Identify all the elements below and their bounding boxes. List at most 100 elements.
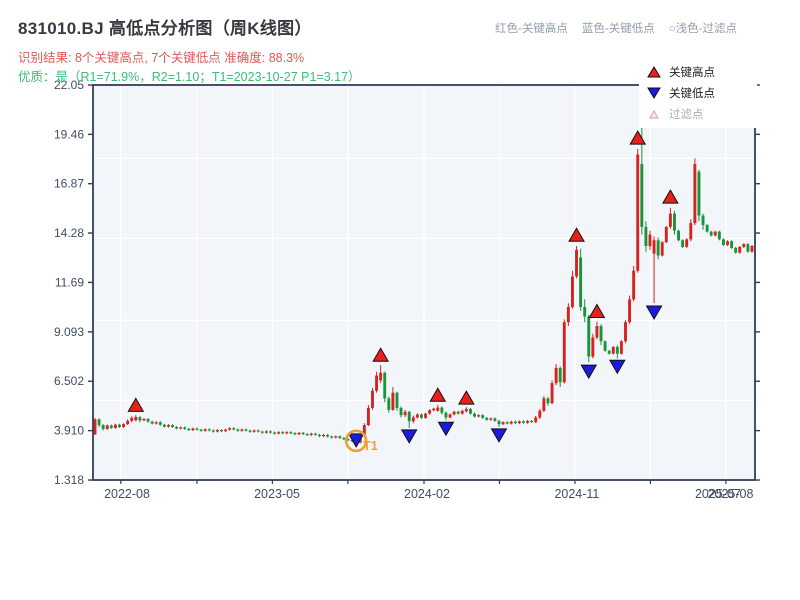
candle	[534, 417, 538, 423]
candle	[366, 407, 370, 426]
candle	[122, 424, 126, 427]
candle	[281, 432, 285, 434]
candle	[203, 429, 207, 431]
candle	[346, 439, 350, 441]
candle	[742, 244, 746, 247]
candle	[236, 429, 240, 431]
candle	[224, 429, 228, 432]
candle	[656, 240, 660, 256]
candle	[501, 422, 505, 425]
candle	[448, 414, 452, 418]
candle	[407, 411, 411, 422]
candle	[322, 434, 325, 437]
red-up-triangle-icon	[647, 65, 661, 77]
candle	[171, 425, 174, 427]
candle	[220, 430, 223, 432]
y-tick-label: 16.87	[54, 177, 84, 191]
candle	[505, 422, 509, 424]
candle	[603, 341, 607, 351]
candle	[664, 226, 668, 243]
candle	[709, 231, 713, 236]
candle	[334, 436, 338, 438]
candle	[644, 226, 648, 246]
candle	[150, 421, 154, 424]
key-high-marker	[662, 189, 679, 204]
key-high-marker	[372, 347, 390, 362]
top-legend-filter: ○浅色-过滤点	[668, 23, 737, 35]
key-low-marker	[437, 421, 455, 437]
y-tick-label: 6.502	[54, 374, 84, 388]
legend-item-filter: 过滤点	[647, 103, 749, 124]
candle	[228, 428, 232, 430]
candle	[730, 241, 734, 248]
candle	[513, 421, 517, 424]
candle	[97, 419, 101, 426]
candle	[309, 433, 313, 435]
candle	[591, 337, 595, 357]
candle	[468, 408, 472, 414]
candle	[138, 417, 142, 421]
candle	[677, 230, 680, 241]
candle	[615, 346, 619, 354]
candle	[509, 421, 513, 424]
key-high-marker	[588, 303, 606, 318]
candle	[179, 427, 183, 429]
candle	[668, 213, 672, 227]
candle	[154, 422, 158, 424]
light-triangle-icon	[649, 109, 659, 118]
key-low-marker	[400, 429, 418, 444]
candle	[652, 240, 656, 254]
candle	[424, 413, 427, 418]
candle	[317, 434, 321, 437]
candle	[211, 430, 215, 432]
x-tick-label: 2023-05	[254, 487, 300, 501]
quality-result-text: 优质：是（R1=71.9%，R2=1.10；T1=2023-10-27 P1=3…	[18, 70, 361, 84]
candle	[207, 429, 211, 431]
candle	[195, 428, 199, 430]
legend-item-key-low: 关键低点	[647, 82, 749, 103]
candle	[611, 346, 615, 354]
legend-item-key-high: 关键高点	[647, 61, 749, 82]
candle	[538, 410, 542, 418]
candle	[326, 434, 330, 437]
candle	[379, 372, 383, 381]
key-low-marker	[645, 305, 663, 321]
t1-highlight-circle	[344, 429, 368, 453]
candle	[342, 438, 346, 440]
candle	[285, 432, 289, 434]
top-legend-key-high: 红色-关键高点	[495, 23, 568, 35]
candle	[562, 322, 566, 383]
x-tick-label: 2024-02	[404, 487, 450, 501]
candle	[522, 421, 525, 423]
y-tick-label: 11.69	[55, 275, 84, 289]
candle	[244, 429, 248, 431]
candle	[595, 326, 599, 338]
candle	[187, 428, 191, 431]
key-low-marker	[608, 359, 626, 375]
candle	[660, 242, 664, 256]
candle	[162, 424, 166, 427]
candle	[411, 417, 415, 422]
candle	[477, 415, 481, 417]
candle	[648, 234, 652, 246]
candle	[432, 408, 436, 411]
y-tick-label: 1.318	[54, 473, 84, 487]
candle	[232, 428, 236, 430]
key-high-marker	[457, 390, 475, 405]
candle	[375, 375, 379, 391]
candle	[269, 431, 272, 433]
candle	[305, 434, 309, 436]
key-high-marker	[429, 387, 447, 402]
candle	[473, 413, 476, 417]
key-low-marker	[490, 428, 508, 443]
candle	[436, 407, 440, 411]
candle	[746, 244, 750, 252]
candle	[607, 350, 611, 354]
candle	[277, 432, 281, 434]
candle	[420, 414, 423, 418]
candle	[632, 270, 636, 300]
candle	[101, 425, 105, 429]
x-tick-label: 2024-11	[554, 487, 599, 501]
candle	[113, 424, 117, 428]
